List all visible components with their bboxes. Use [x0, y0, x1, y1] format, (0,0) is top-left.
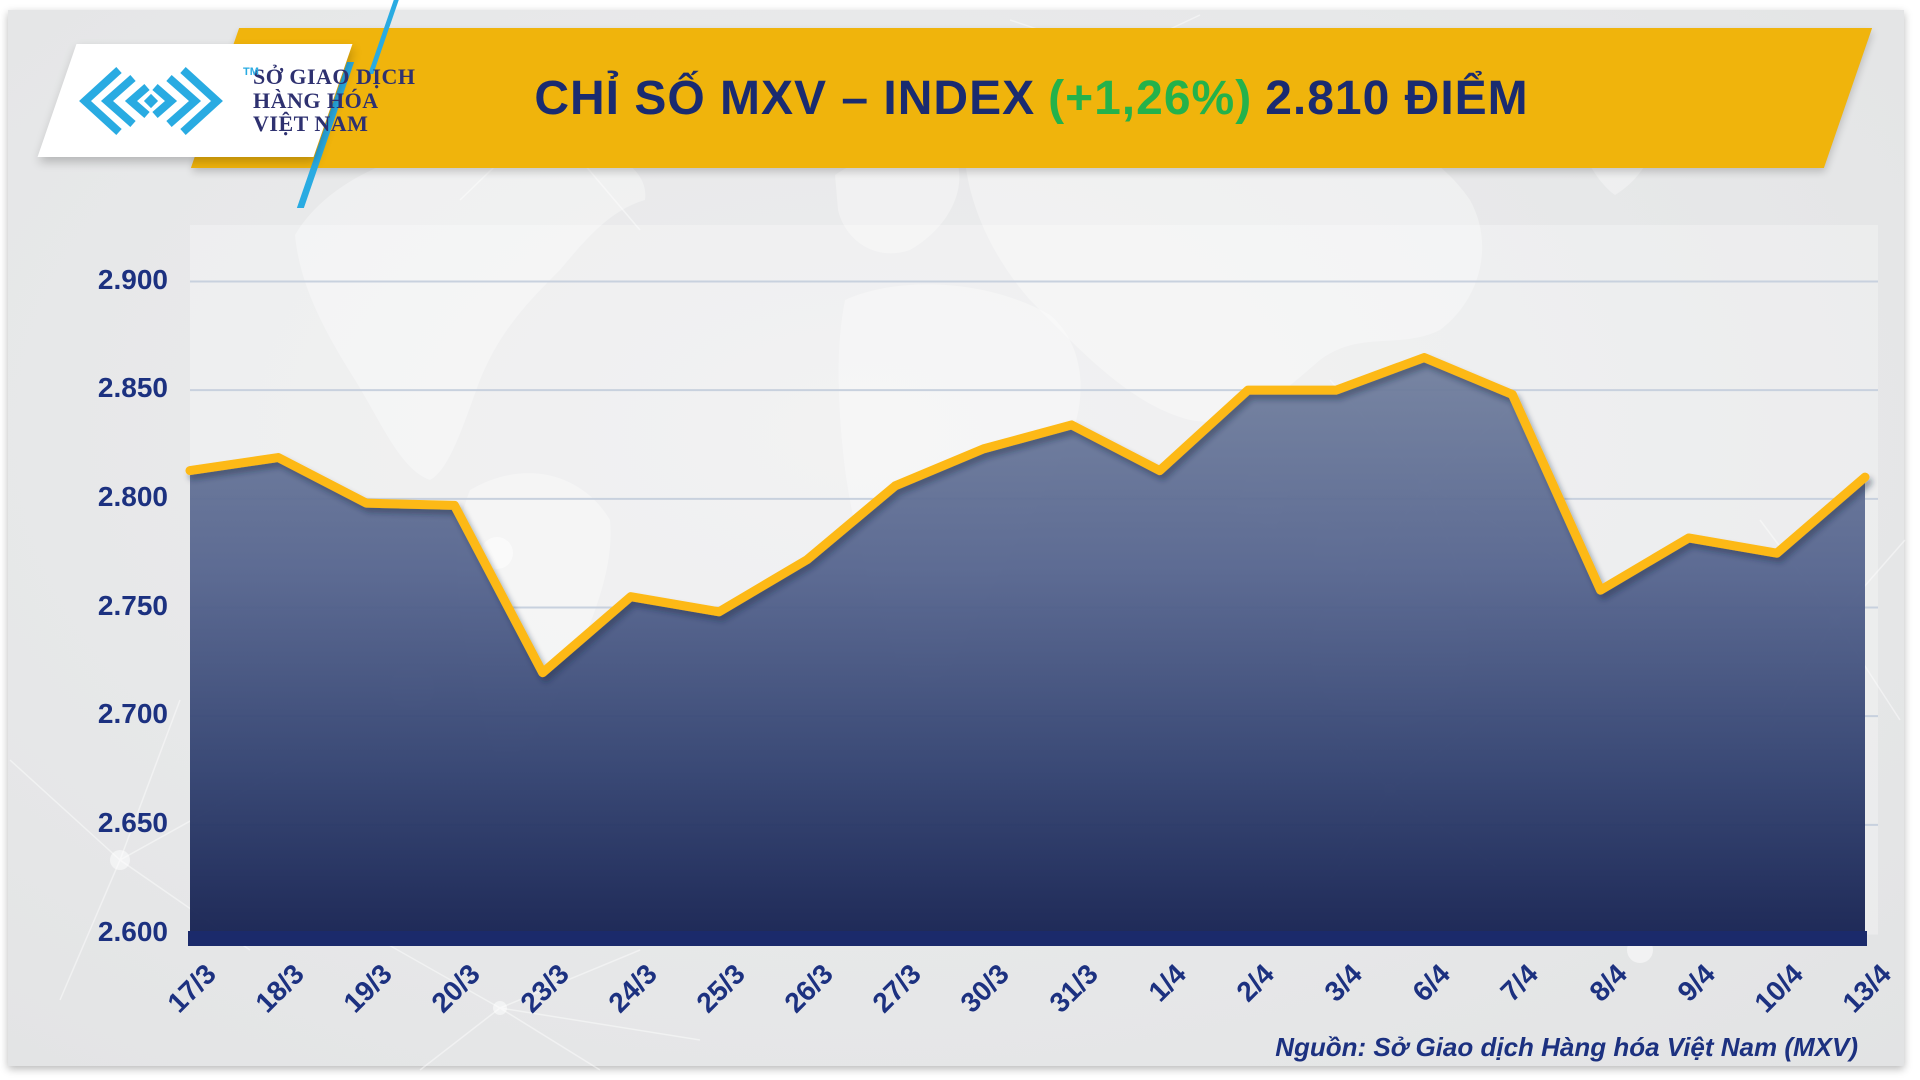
y-tick-label: 2.650: [97, 806, 168, 838]
y-tick-label: 2.900: [97, 263, 168, 295]
title-change-percent: (+1,26%): [1048, 71, 1253, 125]
chart-line: [185, 353, 1870, 678]
y-tick-label: 2.700: [97, 698, 168, 730]
y-tick-label: 2.800: [97, 480, 168, 512]
x-axis-bar: [188, 931, 1867, 946]
y-tick-label: 2.850: [97, 372, 168, 404]
title-text: CHỈ SỐ MXV – INDEX: [534, 71, 1036, 125]
logo-line-2: HÀNG HÓA: [253, 87, 379, 113]
mxv-chevron-logo-icon: [79, 66, 223, 135]
title-index-value: 2.810 ĐIỂM: [1265, 71, 1529, 125]
chart-title: CHỈ SỐ MXV – INDEX (+1,26%) 2.810 ĐIỂM: [215, 28, 1848, 168]
chart-area-fill: [190, 357, 1865, 933]
trademark-symbol: TM: [243, 66, 259, 78]
mxv-logo: TM SỞ GIAO DỊCH HÀNG HÓA VIỆT NAM: [37, 44, 415, 157]
logo-line-3: VIỆT NAM: [253, 111, 369, 137]
logo-line-1: SỞ GIAO DỊCH: [253, 64, 416, 90]
y-tick-label: 2.750: [97, 589, 168, 621]
y-tick-label: 2.600: [97, 915, 168, 947]
title-banner: CHỈ SỐ MXV – INDEX (+1,26%) 2.810 ĐIỂM: [190, 28, 1873, 168]
source-note: Nguồn: Sở Giao dịch Hàng hóa Việt Nam (M…: [1275, 1032, 1858, 1062]
mxv-logo-text: SỞ GIAO DỊCH HÀNG HÓA VIỆT NAM: [253, 64, 416, 137]
